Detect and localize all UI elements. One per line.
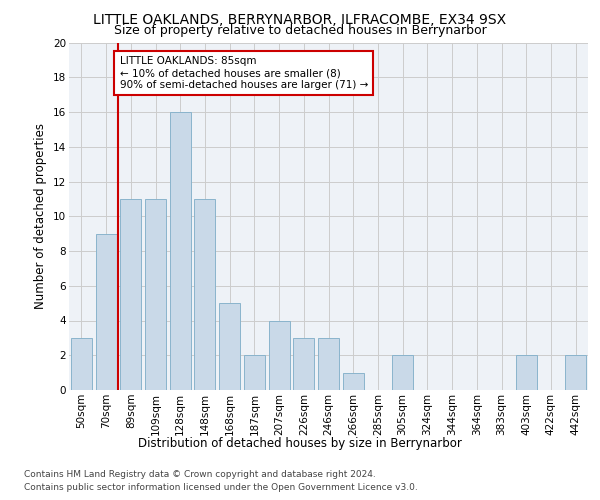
Bar: [194, 199, 215, 390]
Bar: [120, 199, 141, 390]
Bar: [269, 320, 290, 390]
Bar: [71, 338, 92, 390]
Bar: [219, 303, 240, 390]
Bar: [145, 199, 166, 390]
Text: LITTLE OAKLANDS, BERRYNARBOR, ILFRACOMBE, EX34 9SX: LITTLE OAKLANDS, BERRYNARBOR, ILFRACOMBE…: [94, 12, 506, 26]
Y-axis label: Number of detached properties: Number of detached properties: [34, 123, 47, 309]
Text: LITTLE OAKLANDS: 85sqm
← 10% of detached houses are smaller (8)
90% of semi-deta: LITTLE OAKLANDS: 85sqm ← 10% of detached…: [119, 56, 368, 90]
Bar: [170, 112, 191, 390]
Bar: [318, 338, 339, 390]
Bar: [95, 234, 116, 390]
Text: Size of property relative to detached houses in Berrynarbor: Size of property relative to detached ho…: [113, 24, 487, 37]
Bar: [244, 355, 265, 390]
Bar: [293, 338, 314, 390]
Bar: [343, 372, 364, 390]
Text: Contains HM Land Registry data © Crown copyright and database right 2024.: Contains HM Land Registry data © Crown c…: [24, 470, 376, 479]
Bar: [565, 355, 586, 390]
Bar: [516, 355, 537, 390]
Bar: [392, 355, 413, 390]
Text: Contains public sector information licensed under the Open Government Licence v3: Contains public sector information licen…: [24, 482, 418, 492]
Text: Distribution of detached houses by size in Berrynarbor: Distribution of detached houses by size …: [138, 438, 462, 450]
